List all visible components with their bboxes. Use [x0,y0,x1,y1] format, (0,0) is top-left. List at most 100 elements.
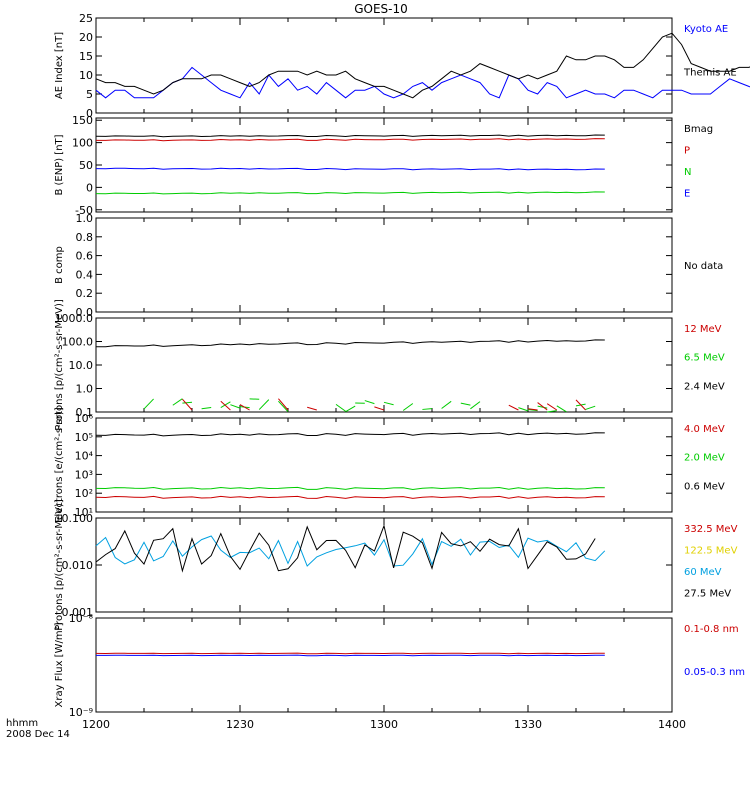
panel-4-ytick-label: 1.0 [76,383,94,396]
panel-2-series-n [96,192,605,194]
panel-4-series-6-5-mev-segment [336,404,346,411]
panel-5-ytick-label: 10³ [75,468,93,481]
panel-4-series-6-5-mev-segment [202,408,212,409]
panel-4-series-6-5-mev-segment [259,400,269,410]
panel-7-legend-0-05-0-3-nm: 0.05-0.3 nm [684,667,745,678]
panel-1-series-themis-ae [96,33,750,98]
panel-4-series-6-5-mev-segment [442,401,452,408]
panel-4-series-6-5-mev-segment [182,402,192,403]
panel-5-ytick-label: 10⁴ [75,450,94,463]
panel-6-frame [96,518,672,612]
panel-2-legend-bmag: Bmag [684,124,713,135]
panel-5-ytick-label: 10⁵ [75,431,93,444]
panel-7-ytick-label: 10⁻⁸ [69,612,94,625]
panel-2-legend-e: E [684,189,690,200]
panel-2-series-e [96,168,605,170]
panel-4-series-12-mev-segment [509,405,519,410]
panel-4-series-6-5-mev-segment [518,408,528,411]
panel-1-ytick-label: 20 [79,31,93,44]
panel-6-legend-332-5-mev: 332.5 MeV [684,524,738,535]
panel-6-legend-27-5-mev: 27.5 MeV [684,589,731,600]
panel-4-series-6-5-mev-segment [403,403,413,410]
panel-3-ytick-label: 0.6 [76,250,94,263]
panel-4-series-6-5-mev-segment [346,406,356,412]
panel-6-legend-60-mev: 60 MeV [684,567,722,578]
panel-7-series-0-05-0-3-nm [96,655,605,656]
panel-5-series-0-6-mev [96,433,605,436]
panel-2-ytick-label: 100 [72,137,93,150]
panel-3-ytick-label: 0.2 [76,287,94,300]
panel-4-series-6-5-mev-segment [230,405,240,408]
panel-4-series-6-5-mev-segment [365,401,375,404]
panel-3-ytick-label: 1.0 [76,212,94,225]
panel-4-series-6-5-mev-segment [144,399,154,409]
panel-2-ytick-label: 150 [72,114,93,127]
panel-5-legend-4-0-mev: 4.0 MeV [684,424,725,435]
date-label: 2008 Dec 14 [6,729,70,740]
panel-5-series-4-0-mev [96,496,605,498]
panel-2-legend-p: P [684,146,690,157]
panel-3-frame [96,218,672,312]
panel-4-series-12-mev-segment [374,407,384,410]
panel-6-series-60-mev [96,536,605,566]
panel-4-series-12-mev-segment [307,407,317,410]
panel-4-series-6-5-mev-segment [422,409,432,410]
x-tick-label: 1300 [370,718,398,731]
panel-4-ytick-label: 100.0 [62,336,94,349]
panel-4-series-6-5-mev-segment [586,406,596,409]
panel-1-ytick-label: 15 [79,50,93,63]
panel-6-ylabel: Protons [p/(cm²-s-sr-MeV)] [54,499,65,631]
panel-4-legend-12-mev: 12 MeV [684,324,722,335]
panel-4-series-12-mev-segment [576,400,586,410]
panel-1-legend-kyoto-ae: Kyoto AE [684,24,728,35]
panel-5-series-2-0-mev [96,487,605,489]
panel-7-legend-0-1-0-8-nm: 0.1-0.8 nm [684,624,739,635]
panel-3-ytick-label: 0.4 [76,268,94,281]
panel-1-ylabel: AE Index [nT] [54,32,65,99]
panel-2-ylabel: B (ENP) [nT] [54,134,65,195]
panel-6-legend-122-5-mev: 122.5 MeV [684,546,738,557]
panel-1-ytick-label: 5 [86,88,93,101]
panel-1-series-kyoto-ae [96,67,750,97]
panel-4-series-12-mev-segment [182,399,192,410]
x-tick-label: 1330 [514,718,542,731]
panel-4-series-2-4-mev [96,340,605,347]
panel-4-series-6-5-mev-segment [384,402,394,404]
panel-4-series-6-5-mev-segment [461,403,471,405]
panel-2-ytick-label: 50 [79,159,93,172]
x-tick-label: 1230 [226,718,254,731]
panel-1-ytick-label: 25 [79,12,93,25]
panel-4-ytick-label: 10.0 [69,359,94,372]
panel-6-series-27-5-mev [96,526,595,571]
panel-4-frame [96,318,672,412]
panel-7-series-0-1-0-8-nm [96,653,605,654]
panel-1-legend-themis-ae: Themis AE [683,68,737,79]
panel-1-ytick-label: 10 [79,69,93,82]
panel-3-ytick-label: 0.8 [76,231,94,244]
panel-5-ytick-label: 10² [75,487,93,500]
panel-1-frame [96,18,672,113]
x-tick-label: 1200 [82,718,110,731]
panel-2-legend-n: N [684,167,691,178]
panel-2-frame [96,118,672,212]
panel-4-series-6-5-mev-segment [557,406,567,412]
panel-6-ytick-label: 0.100 [62,512,94,525]
x-tick-label: 1400 [658,718,686,731]
panel-4-legend-2-4-mev: 2.4 MeV [684,381,725,392]
panel-7-ylabel: Xray Flux [W/m²] [54,622,65,707]
panel-2-series-bmag [96,135,605,137]
panel-4-series-6-5-mev-segment [470,402,480,409]
plot-title: GOES-10 [354,2,408,16]
panel-3-ylabel: B comp [54,246,65,284]
time-axis-unit-label: hhmm [6,718,38,729]
panel-4-series-6-5-mev-segment [278,401,288,411]
panel-4-series-12-mev-segment [547,404,557,410]
panel-2-ytick-label: 0 [86,181,93,194]
panel-4-series-12-mev-segment [278,399,288,410]
panel-5-legend-2-0-mev: 2.0 MeV [684,453,725,464]
panel-5-ytick-label: 10⁶ [75,412,94,425]
panel-2-series-p [96,139,605,141]
panel-3-no-data-note: No data [684,261,723,272]
